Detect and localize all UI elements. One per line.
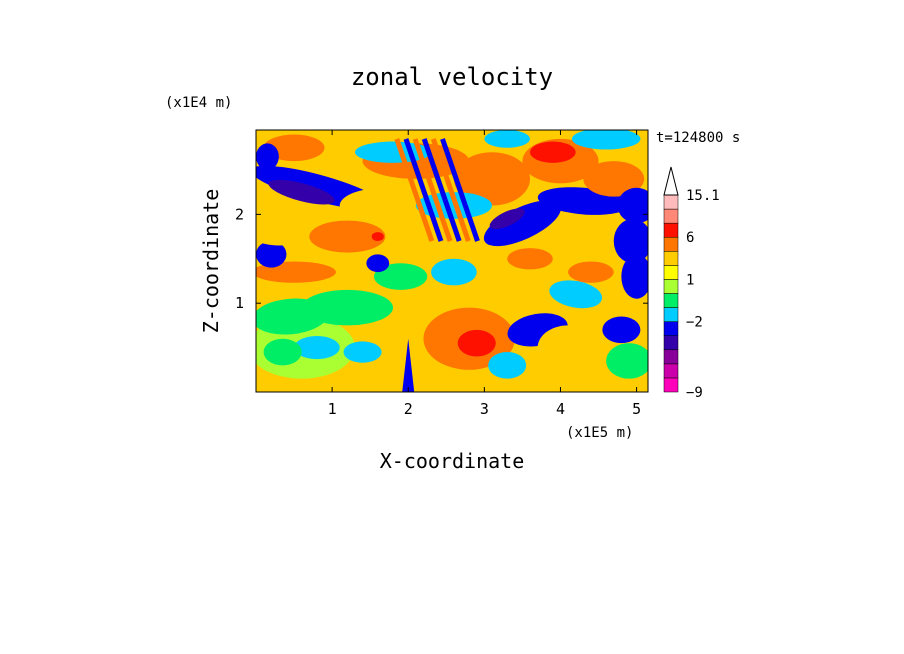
- x-tick-label: 2: [404, 400, 413, 418]
- contour-patch: [268, 179, 335, 205]
- colorbar-label: 1: [686, 272, 694, 288]
- contour-patch: [613, 218, 648, 264]
- wave-streak: [440, 138, 480, 242]
- contour-patch: [537, 325, 599, 370]
- colorbar-bin: [663, 194, 679, 210]
- contour-patch: [484, 130, 531, 148]
- contour-patch: [606, 343, 648, 379]
- contour-patch: [263, 134, 325, 162]
- colorbar-bin: [663, 335, 679, 351]
- contour-patch: [602, 316, 641, 344]
- contour-patch: [371, 232, 384, 242]
- contour-patch: [431, 258, 477, 286]
- contour-layer: [256, 130, 648, 392]
- contour-patch: [457, 329, 496, 357]
- colorbar-bin: [663, 236, 679, 252]
- contour-patch: [366, 254, 390, 273]
- contour-patch: [583, 161, 645, 197]
- wave-streak: [412, 138, 453, 242]
- colorbar-label: 6: [686, 230, 694, 246]
- colorbar-bin: [663, 349, 679, 365]
- y-scale-label: (x1E4 m): [165, 95, 232, 111]
- y-tick-label: 1: [235, 294, 244, 312]
- colorbar-bin: [663, 251, 679, 266]
- colorbar-bin: [663, 208, 679, 224]
- contour-patch: [339, 187, 432, 224]
- plot-frame: [255, 129, 649, 393]
- colorbar-bin: [663, 377, 679, 393]
- x-tick-label: 4: [556, 400, 565, 418]
- y-tick-label: 2: [235, 205, 244, 223]
- colorbar-label: −9: [686, 385, 703, 401]
- contour-patch: [488, 352, 527, 379]
- colorbar-bin: [663, 222, 679, 238]
- wave-streak: [394, 138, 435, 242]
- y-axis-label: Z-coordinate: [199, 189, 223, 334]
- contour-patch: [507, 248, 553, 270]
- contour-field: [256, 130, 648, 392]
- x-scale-label: (x1E5 m): [566, 425, 633, 441]
- plot-area: [255, 129, 649, 393]
- wave-streak: [430, 138, 471, 242]
- x-axis: 1 2 3 4 5: [328, 130, 641, 418]
- colorbar-bin: [663, 265, 679, 280]
- wave-streak: [421, 138, 462, 242]
- colorbar-bin: [663, 321, 679, 336]
- contour-patch: [617, 187, 648, 224]
- contour-patch: [343, 341, 382, 363]
- colorbar-label: −2: [686, 315, 703, 331]
- time-label: t=124800 s: [656, 130, 740, 146]
- contour-patch: [568, 261, 614, 283]
- chart-title: zonal velocity: [351, 63, 553, 91]
- contour-patch: [294, 336, 340, 360]
- contour-patch: [530, 141, 576, 163]
- x-tick-label: 5: [632, 400, 641, 418]
- contour-patch: [256, 241, 287, 268]
- contour-patch: [373, 263, 428, 290]
- contour-patch: [489, 208, 525, 230]
- y-axis: 12: [235, 205, 648, 312]
- x-tick-label: 1: [328, 400, 337, 418]
- contour-patch: [256, 143, 279, 170]
- colorbar-bin: [663, 279, 679, 294]
- x-axis-label: X-coordinate: [380, 449, 525, 473]
- contour-patch: [571, 130, 641, 150]
- x-tick-label: 3: [480, 400, 489, 418]
- contour-patch: [309, 220, 386, 253]
- contour-patch: [263, 338, 302, 366]
- colorbar-label: 15.1: [686, 188, 720, 204]
- contour-patch: [301, 289, 394, 326]
- wave-streak: [403, 138, 444, 242]
- contour-patch: [549, 280, 603, 309]
- colorbar-overflow-arrow: [663, 166, 679, 196]
- colorbar-bin: [663, 307, 679, 322]
- terrain-spike: [402, 338, 415, 392]
- contour-patch: [621, 254, 648, 299]
- colorbar-bin: [663, 293, 679, 308]
- contour-patch: [256, 201, 317, 246]
- colorbar: 15.1 6 1 −2 −9: [663, 166, 720, 401]
- contour-patch: [483, 200, 561, 247]
- colorbar-bin: [663, 363, 679, 379]
- contour-patch: [453, 152, 531, 206]
